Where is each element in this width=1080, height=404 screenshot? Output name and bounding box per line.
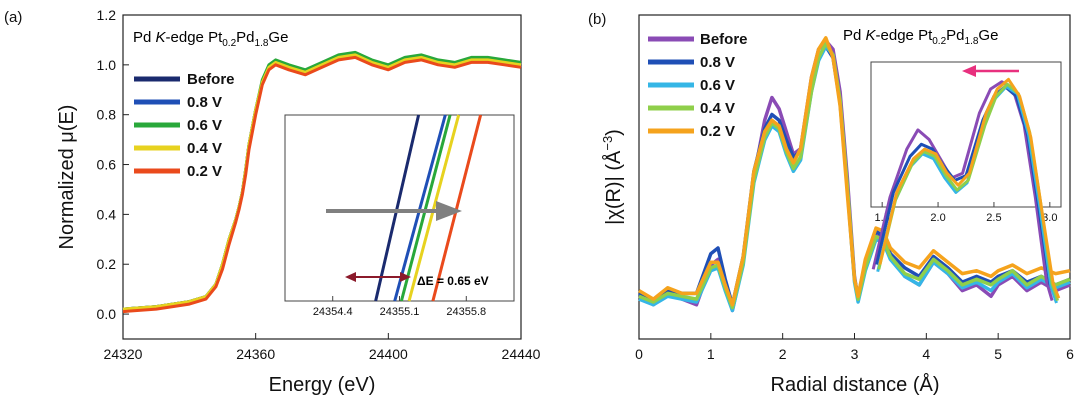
panel-a-title-rest: -edge Pt <box>166 29 224 46</box>
panel-b-xtick-label: 5 <box>994 346 1002 362</box>
panel-a-de-label: ΔE = 0.65 eV <box>417 274 489 288</box>
panel-a-xtick-label: 24440 <box>502 346 541 362</box>
panel-a-title-tail: Ge <box>268 29 288 46</box>
panel-a-ytick-label: 0.8 <box>97 107 117 123</box>
panel-b-xtick-label: 2 <box>779 346 787 362</box>
panel-b-title-part: Pd <box>843 27 866 44</box>
panel-a-y-ticks: 0.0 0.2 0.4 0.6 0.8 1.0 1.2 <box>97 7 129 322</box>
panel-a-legend-label: 0.8 V <box>187 94 222 111</box>
panel-b-ylabel: |χ(R)| (Å−3) <box>600 129 625 225</box>
panel-a-ytick-label: 1.0 <box>97 57 117 73</box>
panel-a-xlabel: Energy (eV) <box>269 374 376 396</box>
panel-a-inset-line <box>407 114 461 302</box>
panel-b-title-tail: Ge <box>978 27 998 44</box>
panel-a-series <box>122 50 522 314</box>
panel-b-xtick-label: 0 <box>635 346 643 362</box>
panel-a-inset-xtick-label: 24354.4 <box>313 306 353 318</box>
panel-a-de-arrowhead-right <box>400 272 411 282</box>
panel-b-xtick-label: 1 <box>707 346 715 362</box>
panel-a-legend: Before 0.8 V 0.6 V 0.4 V 0.2 V <box>134 71 235 180</box>
panel-b-legend-label: 0.8 V <box>700 54 735 71</box>
panel-b-legend: Before 0.8 V 0.6 V 0.4 V 0.2 V <box>648 31 748 140</box>
panel-a-label: (a) <box>4 9 22 26</box>
panel-b-series-0-2-v <box>638 36 1071 307</box>
panel-a-frame <box>122 14 522 340</box>
panel-b-ylabel-end: ) <box>603 129 625 136</box>
panel-b-inset-xtick-label: 2.5 <box>986 212 1001 224</box>
panel-b-xlabel: Radial distance (Å) <box>771 373 940 396</box>
panel-a-inset-line <box>431 114 483 302</box>
panel-b-inset-shift-arrowhead <box>962 65 976 77</box>
panel-b-inset: 1.5 2.0 2.5 3.0 <box>871 77 1061 304</box>
panel-a-title-part: Pd <box>133 29 156 46</box>
panel-a-ytick-label: 0.0 <box>97 306 117 322</box>
panel-a-title-mid: Pd <box>236 29 254 46</box>
panel-b-ylabel-main: |χ(R)| (Å <box>602 150 625 225</box>
panel-a-xtick-label: 24320 <box>104 346 143 362</box>
panel-b-xtick-label: 3 <box>851 346 859 362</box>
panel-b-x-ticks: 0 1 2 3 4 5 6 <box>635 333 1074 362</box>
panel-a-xtick-label: 24360 <box>236 346 275 362</box>
panel-a-inset-xtick-label: 24355.8 <box>446 306 486 318</box>
panel-a-title: Pd K-edge Pt0.2Pd1.8Ge <box>133 29 288 49</box>
panel-a-series-0-2-v <box>122 55 522 314</box>
panel-a-ytick-label: 0.6 <box>97 157 117 173</box>
panel-a-inset-line <box>374 114 421 302</box>
panel-a-legend-label: 0.6 V <box>187 117 222 134</box>
panel-a-inset-xtick-label: 24355.1 <box>380 306 420 318</box>
panel-a-title-italic: K <box>156 29 167 46</box>
panel-b-inset-line <box>878 77 1061 299</box>
panel-b-legend-label: Before <box>700 31 748 48</box>
panel-b-legend-label: 0.2 V <box>700 123 735 140</box>
panel-a-inset-shift-arrowhead <box>436 201 462 221</box>
panel-b-series <box>638 36 1071 313</box>
panel-a-ytick-label: 0.2 <box>97 256 117 272</box>
panel-b-title-italic: K <box>866 27 877 44</box>
panel-b-xtick-label: 6 <box>1066 346 1074 362</box>
panel-b-title-rest: -edge Pt <box>876 27 934 44</box>
panel-a-xtick-label: 24400 <box>369 346 408 362</box>
panel-a-title-sub1: 0.2 <box>222 38 236 49</box>
panel-a-de-arrowhead-left <box>345 272 356 282</box>
panel-b-title-sub1: 0.2 <box>932 36 946 47</box>
panel-a-legend-label: 0.2 V <box>187 163 222 180</box>
panel-b-xtick-label: 4 <box>922 346 930 362</box>
panel-a-ylabel: Normalized μ(E) <box>56 105 78 250</box>
panel-b-legend-label: 0.6 V <box>700 77 735 94</box>
panel-a-inset: 24354.4 24355.1 24355.8 <box>313 114 486 318</box>
panel-b-label: (b) <box>588 11 606 28</box>
panel-b-inset-line <box>871 80 1054 302</box>
panel-b-ylabel-sup: −3 <box>600 136 615 151</box>
panel-a-ytick-label: 0.4 <box>97 206 117 222</box>
panel-a-inset-line <box>393 114 447 302</box>
panel-a-title-sub2: 1.8 <box>255 38 269 49</box>
panel-b-legend-label: 0.4 V <box>700 100 735 117</box>
panel-a-x-ticks: 24320 24360 24400 24440 <box>104 333 541 362</box>
panel-b-title: Pd K-edge Pt0.2Pd1.8Ge <box>843 27 998 47</box>
panel-b-inset-xtick-label: 3.0 <box>1042 212 1057 224</box>
panel-a-inset-frame <box>284 114 515 302</box>
panel-a-ytick-label: 1.2 <box>97 7 117 23</box>
panel-a-inset-line <box>399 114 452 302</box>
panel-a-legend-label: 0.4 V <box>187 140 222 157</box>
panel-b-title-mid: Pd <box>946 27 964 44</box>
panel-b-title-sub2: 1.8 <box>965 36 979 47</box>
panel-a-legend-label: Before <box>187 71 235 88</box>
panel-b-inset-xtick-label: 2.0 <box>930 212 945 224</box>
